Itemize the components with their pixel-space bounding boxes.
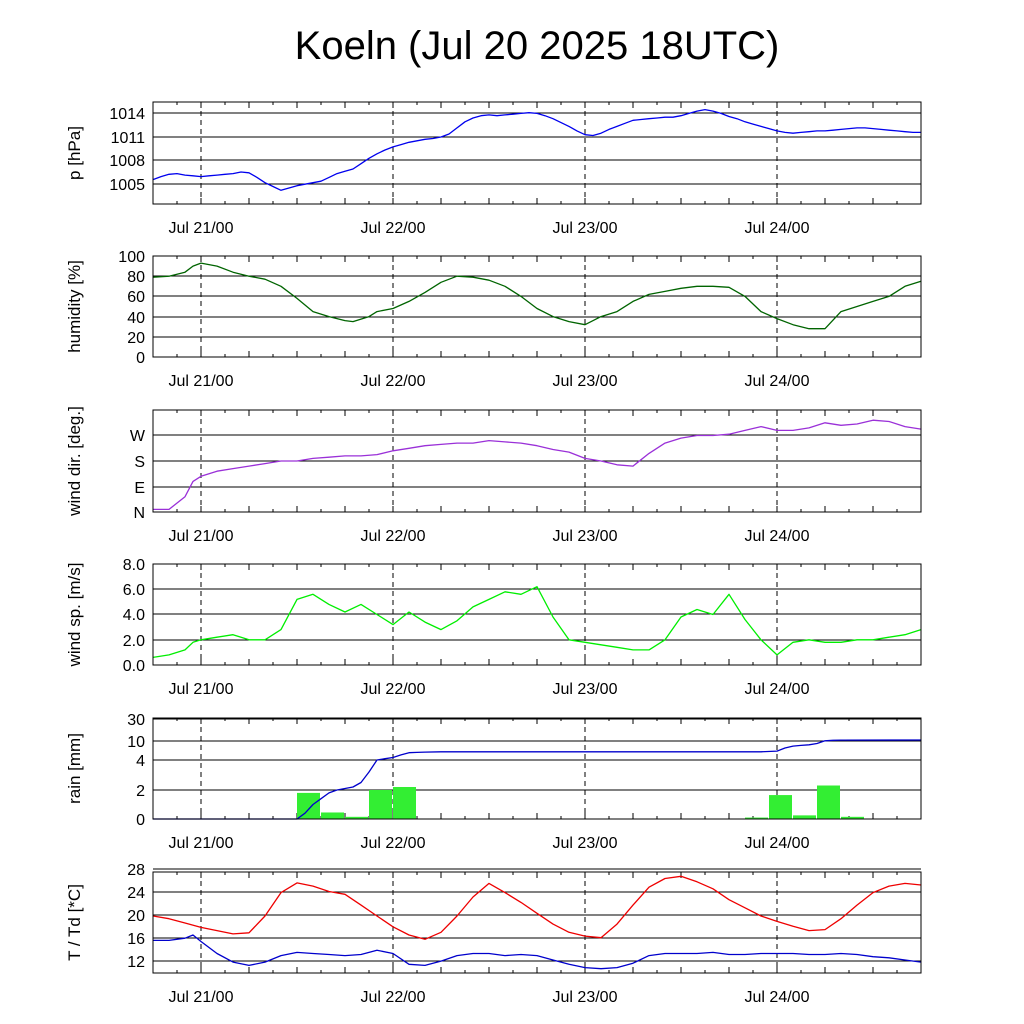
x-tick-label: Jul 22/00 xyxy=(361,835,426,852)
x-tick-label: Jul 21/00 xyxy=(169,373,234,390)
x-tick-label: Jul 22/00 xyxy=(361,681,426,698)
y-tick-label: 80 xyxy=(127,269,145,286)
rain-cumulative-line xyxy=(153,739,922,820)
y-tick-label: 24 xyxy=(127,885,145,902)
plot-frame xyxy=(152,255,922,358)
y-tick-label: 0 xyxy=(136,350,145,367)
y-tick-label: 1011 xyxy=(111,130,146,147)
plot-frame xyxy=(152,563,922,666)
y-tick-label: 16 xyxy=(127,931,145,948)
x-tick-label: Jul 21/00 xyxy=(169,528,234,545)
y-axis-label: rain [mm] xyxy=(65,733,84,804)
x-tick-label: Jul 23/00 xyxy=(553,681,618,698)
y-tick-label: 2.0 xyxy=(123,633,145,650)
rain-bar xyxy=(841,816,864,819)
plot-frame xyxy=(152,409,922,513)
x-tick-label: Jul 22/00 xyxy=(361,373,426,390)
y-tick-label: 12 xyxy=(127,954,145,971)
x-tick-label: Jul 24/00 xyxy=(745,220,810,237)
temperature-panel: 12 16 20 24 28 Jul 21/00 Jul 22/00 Jul 23/00 Jul… xyxy=(65,862,922,1006)
y-tick-label: N xyxy=(133,505,145,522)
x-tick-label: Jul 24/00 xyxy=(745,835,810,852)
y-tick-label: 100 xyxy=(118,249,145,266)
y-tick-label: 60 xyxy=(127,289,145,306)
pressure-line xyxy=(152,108,921,191)
x-tick-label: Jul 21/00 xyxy=(169,681,234,698)
rain-bar xyxy=(345,816,368,819)
y-tick-label: 1005 xyxy=(109,177,145,194)
y-axis-label: T / Td [*C] xyxy=(65,884,84,961)
rain-bar xyxy=(769,795,792,819)
pressure-panel: 1005 1008 1011 1014 Jul 21/00 Jul 22/00 Jul 23… xyxy=(65,101,922,237)
plot-frame xyxy=(152,717,922,820)
x-tick-label: Jul 21/00 xyxy=(169,220,234,237)
plot-frame xyxy=(152,871,922,974)
x-tick-label: Jul 24/00 xyxy=(745,373,810,390)
y-tick-label: 8.0 xyxy=(123,557,145,574)
x-tick-label: Jul 23/00 xyxy=(553,835,618,852)
x-tick-label: Jul 22/00 xyxy=(361,528,426,545)
x-tick-label: Jul 23/00 xyxy=(553,989,618,1006)
rain-bar xyxy=(817,785,840,819)
y-tick-label: 6.0 xyxy=(123,582,145,599)
y-tick-label: 1008 xyxy=(109,153,145,170)
plot-frame xyxy=(152,101,922,205)
rain-bar xyxy=(793,815,816,819)
y-axis-label: humidity [%] xyxy=(65,260,84,353)
y-tick-label: 0 xyxy=(136,812,145,829)
rain-bar xyxy=(369,790,392,819)
humidity-panel: 0 20 40 60 80 100 Jul 21/00 Jul 22/00 Jul 23/00 J… xyxy=(65,249,922,390)
x-tick-label: Jul 21/00 xyxy=(169,835,234,852)
x-tick-label: Jul 23/00 xyxy=(553,220,618,237)
temperature-line xyxy=(152,875,922,940)
y-tick-label: 28 xyxy=(127,862,145,879)
y-tick-label: 40 xyxy=(127,310,145,327)
rain-bar xyxy=(393,787,416,819)
y-tick-label: 1014 xyxy=(109,106,145,123)
y-tick-label: S xyxy=(134,454,145,471)
y-tick-label: W xyxy=(130,428,146,445)
y-axis-label: wind dir. [deg.] xyxy=(65,406,84,517)
dewpoint-line xyxy=(153,934,922,970)
y-tick-label: 10 xyxy=(127,734,145,751)
y-tick-label: E xyxy=(134,480,145,497)
y-tick-label: 2 xyxy=(136,783,145,800)
y-tick-label: 0.0 xyxy=(123,658,145,675)
y-tick-label: 20 xyxy=(127,908,145,925)
rain-bar xyxy=(745,817,768,819)
x-tick-label: Jul 24/00 xyxy=(745,528,810,545)
y-tick-label: 4.0 xyxy=(123,607,145,624)
rain-bar xyxy=(321,812,344,819)
y-tick-label: 20 xyxy=(127,330,145,347)
x-tick-label: Jul 22/00 xyxy=(361,220,426,237)
wind-speed-panel: 0.0 2.0 4.0 6.0 8.0 Jul 21/00 Jul 22/00 Jul 23/… xyxy=(65,557,922,698)
x-tick-label: Jul 22/00 xyxy=(361,989,426,1006)
x-tick-label: Jul 23/00 xyxy=(553,373,618,390)
wind-direction-line xyxy=(153,419,922,511)
y-tick-label: 4 xyxy=(136,753,145,770)
x-tick-label: Jul 23/00 xyxy=(553,528,618,545)
x-tick-label: Jul 24/00 xyxy=(745,989,810,1006)
x-tick-label: Jul 21/00 xyxy=(169,989,234,1006)
y-tick-label: 30 xyxy=(127,712,145,729)
x-tick-label: Jul 24/00 xyxy=(745,681,810,698)
chart-title: Koeln (Jul 20 2025 18UTC) xyxy=(294,24,780,68)
rain-bar xyxy=(297,792,320,819)
wind-speed-line xyxy=(152,586,922,659)
y-axis-label: wind sp. [m/s] xyxy=(65,563,84,668)
humidity-line xyxy=(152,262,922,330)
y-axis-label: p [hPa] xyxy=(65,126,84,180)
rain-panel: 0 2 4 10 30 Jul 21/00 Jul 22/00 Jul 23/00 Jul 24… xyxy=(65,712,922,852)
